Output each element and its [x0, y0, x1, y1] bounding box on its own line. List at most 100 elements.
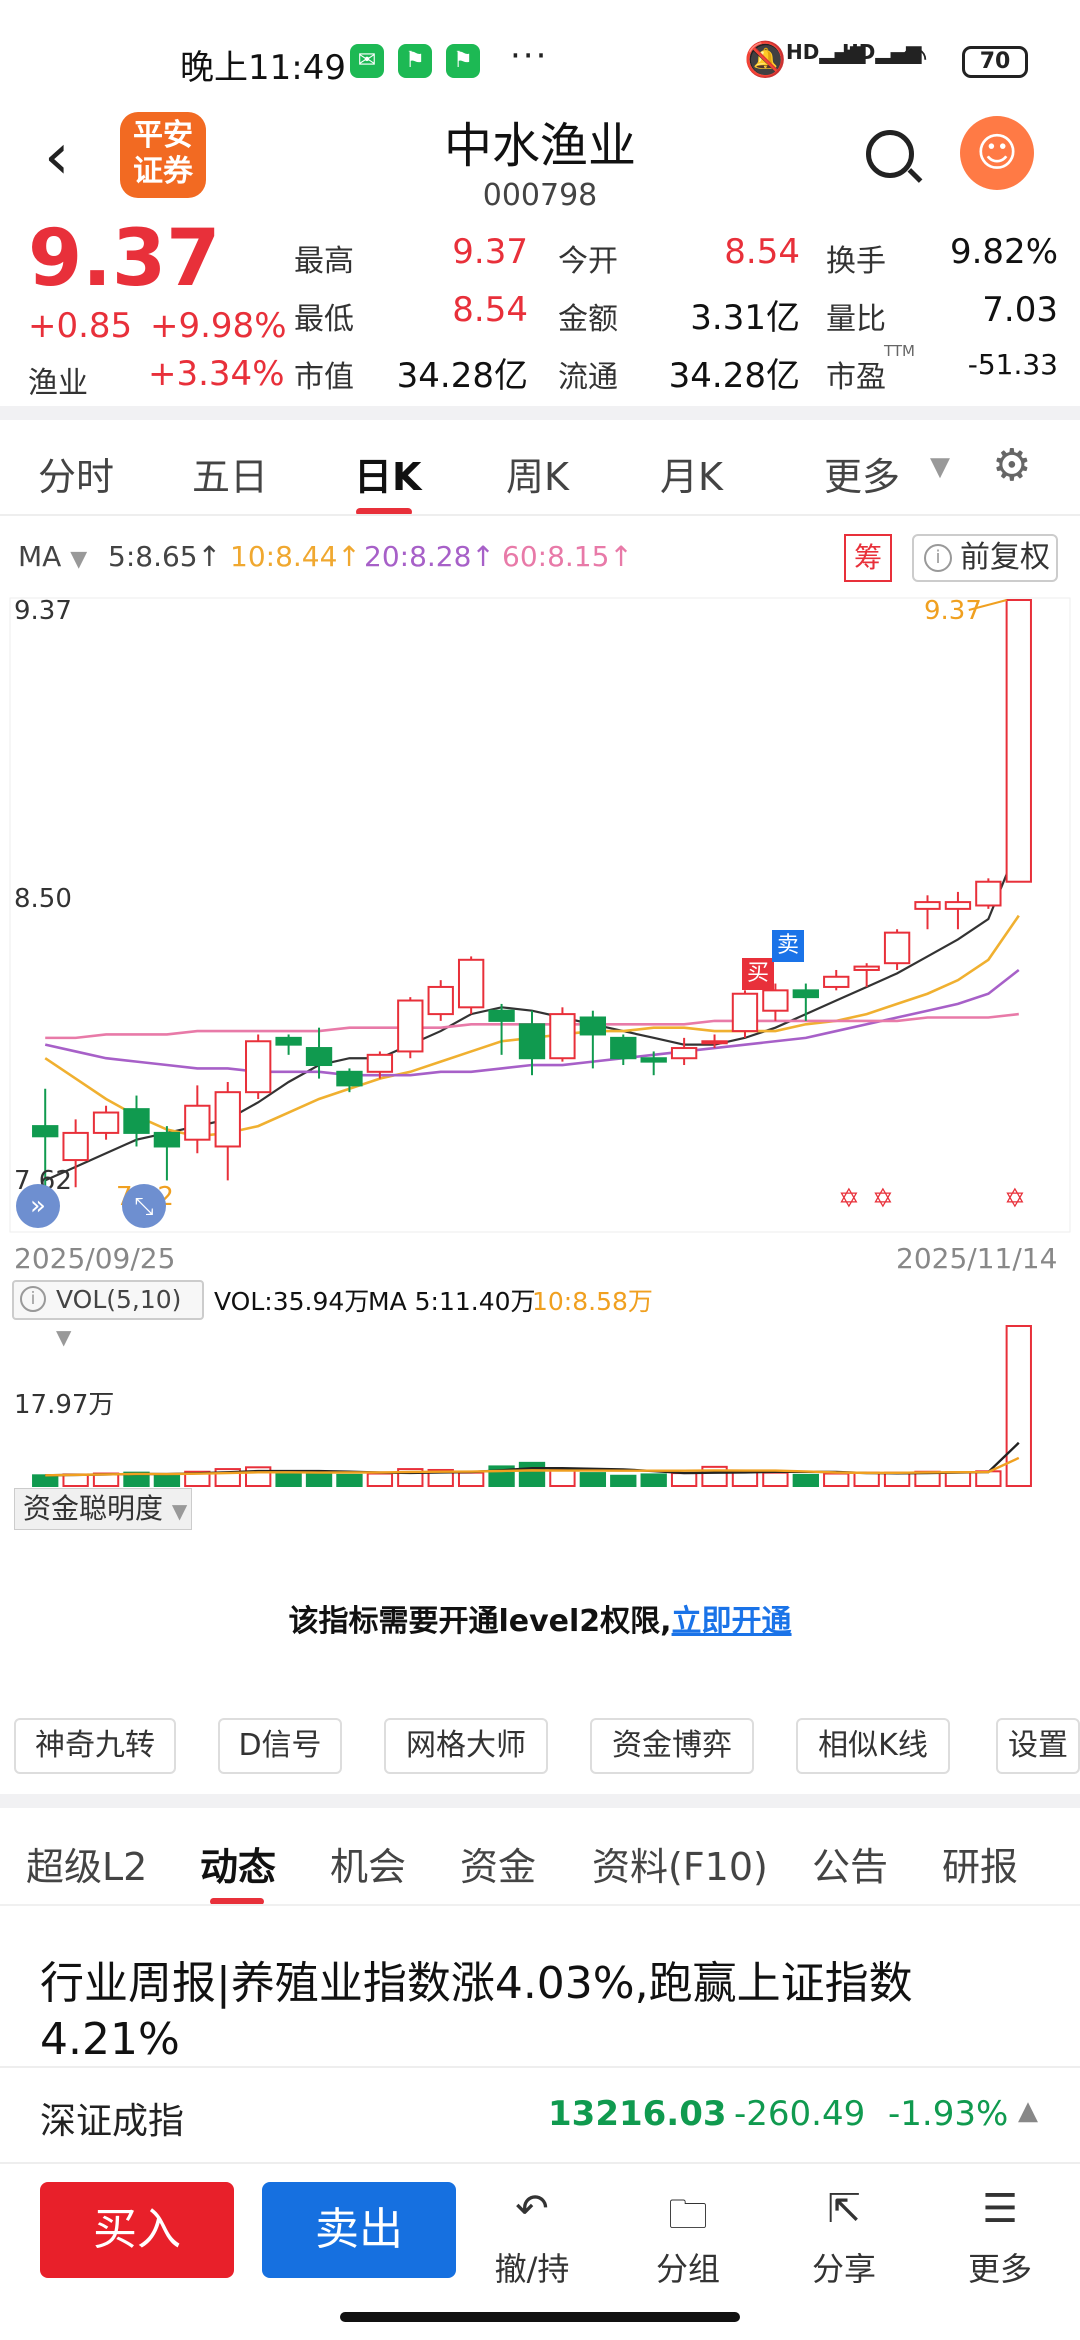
info-tab[interactable]: 资金 — [460, 1845, 537, 1889]
candle[interactable] — [823, 969, 850, 991]
undo-icon[interactable]: ↶ — [515, 2186, 549, 2232]
candle[interactable] — [792, 983, 819, 1021]
home-indicator[interactable] — [340, 2312, 740, 2322]
back-icon[interactable]: ‹ — [44, 120, 70, 194]
candle[interactable] — [944, 891, 972, 930]
candle[interactable] — [336, 1068, 363, 1093]
settings-button[interactable]: 设置 — [996, 1718, 1080, 1774]
quote-value: -51.33 — [967, 348, 1058, 381]
candle[interactable] — [32, 1088, 59, 1194]
candle[interactable] — [275, 1034, 302, 1055]
volume-chart[interactable] — [0, 1322, 1080, 1488]
chevron-down-icon[interactable]: ▼ — [930, 452, 950, 482]
search-icon[interactable] — [866, 130, 914, 178]
candle-body — [336, 1070, 363, 1087]
candle[interactable] — [579, 1010, 607, 1069]
max-price-label: 9.37 — [924, 596, 982, 626]
candle[interactable] — [397, 997, 424, 1059]
bottom-nav-label[interactable]: 分组 — [655, 2250, 720, 2288]
candle[interactable] — [853, 963, 880, 987]
folder-icon[interactable]: 🗀 — [668, 2192, 708, 2238]
bottom-nav-label[interactable]: 更多 — [967, 2250, 1032, 2288]
info-tab[interactable]: 超级L2 — [26, 1845, 148, 1889]
menu-icon[interactable]: ☰ — [982, 2186, 1018, 2232]
candle[interactable] — [610, 1034, 637, 1066]
candle[interactable] — [214, 1081, 241, 1181]
candle[interactable] — [883, 929, 911, 970]
event-star-icon[interactable]: ✡ — [872, 1184, 894, 1214]
candle[interactable] — [123, 1095, 150, 1147]
candle[interactable] — [731, 990, 759, 1038]
tab-more[interactable]: 更多 — [824, 455, 901, 499]
volume-bar — [670, 1472, 698, 1488]
candle-body — [1005, 599, 1032, 883]
info-tab[interactable]: 资料(F10) — [592, 1845, 768, 1889]
info-tab[interactable]: 机会 — [330, 1845, 407, 1889]
candle[interactable] — [366, 1051, 394, 1079]
tab-fenshi[interactable]: 分时 — [38, 455, 115, 499]
volume-indicator-selector[interactable]: i VOL(5,10) ▼ — [12, 1280, 204, 1349]
candle[interactable] — [153, 1126, 181, 1181]
volume-bar — [731, 1470, 759, 1487]
grid-master-button[interactable]: 网格大师 — [384, 1718, 548, 1774]
similar-kline-button[interactable]: 相似K线 — [796, 1718, 950, 1774]
expand-icon[interactable]: » — [16, 1184, 60, 1228]
share-icon[interactable]: ⇱ — [827, 2186, 861, 2232]
funds-game-button[interactable]: 资金博弈 — [590, 1718, 754, 1774]
candle[interactable] — [184, 1085, 211, 1154]
sell-button[interactable]: 卖出 — [262, 2182, 456, 2278]
candle[interactable] — [762, 983, 789, 1021]
bottom-nav-label[interactable]: 分享 — [811, 2250, 876, 2288]
fullscreen-icon[interactable]: ⤡ — [122, 1184, 166, 1228]
candle-body — [640, 1057, 667, 1063]
buy-signal-tag[interactable]: 买 — [742, 958, 774, 990]
quote-label: 今开 — [558, 244, 618, 279]
candle-body — [670, 1047, 698, 1060]
price-change-pct: +9.98% — [150, 306, 287, 346]
kline-chart[interactable] — [0, 596, 1080, 1236]
candle[interactable] — [62, 1119, 89, 1188]
event-star-icon[interactable]: ✡ — [1004, 1184, 1026, 1214]
settings-icon[interactable]: ⚙ — [992, 440, 1032, 491]
tab-dayk[interactable]: 日K — [354, 455, 422, 499]
info-tab[interactable]: 动态 — [200, 1845, 277, 1889]
candle[interactable] — [92, 1105, 120, 1140]
event-star-icon[interactable]: ✡ — [838, 1184, 860, 1214]
info-tab[interactable]: 研报 — [942, 1845, 1019, 1889]
candle[interactable] — [975, 878, 1002, 909]
candle[interactable] — [457, 956, 485, 1015]
funds-indicator-selector[interactable]: 资金聪明度 ▼ — [14, 1488, 192, 1530]
info-tab[interactable]: 公告 — [812, 1845, 889, 1889]
candle[interactable] — [701, 1034, 728, 1049]
volume-bar — [762, 1471, 789, 1488]
candle[interactable] — [305, 1027, 333, 1079]
candle-body — [549, 1013, 576, 1060]
tab-weekk[interactable]: 周K — [506, 455, 569, 499]
index-ticker-bar[interactable] — [0, 2066, 1080, 2164]
candle[interactable] — [488, 1003, 515, 1055]
candle[interactable] — [640, 1051, 667, 1076]
candle[interactable] — [245, 1034, 272, 1099]
open-level2-link[interactable]: 立即开通 — [671, 1604, 792, 1639]
mute-bell-icon: 🔕 — [744, 40, 787, 80]
candle[interactable] — [549, 1007, 576, 1062]
news-headline[interactable]: 行业周报|养殖业指数涨4.03%,跑赢上证指数4.21% — [40, 1958, 913, 2065]
ma-selector[interactable]: MA ▼ — [18, 540, 88, 573]
bottom-nav-label[interactable]: 撤/持 — [494, 2250, 570, 2288]
magic-nine-button[interactable]: 神奇九转 — [14, 1718, 176, 1774]
candle[interactable] — [1005, 599, 1032, 883]
buy-button[interactable]: 买入 — [40, 2182, 234, 2278]
sell-signal-tag[interactable]: 卖 — [772, 930, 804, 962]
d-signal-button[interactable]: D信号 — [218, 1718, 342, 1774]
chevron-up-icon[interactable]: ▲ — [1018, 2096, 1038, 2126]
candle[interactable] — [427, 980, 454, 1021]
tab-monthk[interactable]: 月K — [660, 455, 723, 499]
chip-distribution-button[interactable]: 筹 — [844, 534, 892, 582]
adjust-mode-button[interactable]: i 前复权 — [912, 534, 1058, 582]
candle[interactable] — [914, 895, 941, 930]
candle[interactable] — [518, 1010, 546, 1076]
vol-ma5: MA 5:11.40万 — [368, 1287, 536, 1316]
tab-wuri[interactable]: 五日 — [192, 455, 269, 499]
assistant-avatar[interactable]: ☺ — [960, 116, 1034, 190]
candle[interactable] — [670, 1037, 698, 1066]
